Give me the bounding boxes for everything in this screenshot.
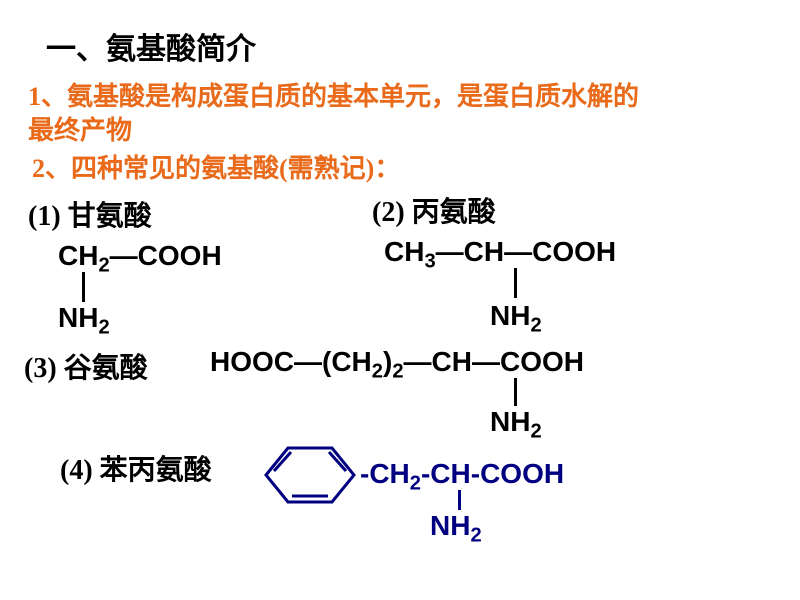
point-2: 2、四种常见的氨基酸(需熟记)： bbox=[32, 148, 400, 185]
point-1-line-b: 最终产物 bbox=[28, 110, 132, 147]
section-title: 一、氨基酸简介 bbox=[46, 24, 256, 68]
phenylalanine-label: (4) 苯丙氨酸 bbox=[60, 448, 212, 488]
point-1-line-a: 1、氨基酸是构成蛋白质的基本单元，是蛋白质水解的 bbox=[28, 76, 639, 113]
alanine-label: (2) 丙氨酸 bbox=[372, 190, 496, 230]
glutamic-formula-line2: NH2 bbox=[490, 406, 542, 438]
alanine-bond bbox=[514, 268, 517, 298]
glycine-label: (1) 甘氨酸 bbox=[28, 194, 152, 234]
phenylalanine-bond bbox=[458, 490, 461, 510]
glutamic-label: (3) 谷氨酸 bbox=[24, 346, 148, 386]
benzene-ring-icon bbox=[246, 440, 356, 510]
phenylalanine-formula-line1: -CH2-CH-COOH bbox=[360, 458, 564, 490]
alanine-formula-line2: NH2 bbox=[490, 300, 542, 332]
phenylalanine-formula-line2: NH2 bbox=[430, 510, 482, 542]
glycine-formula-line1: CH2—COOH bbox=[58, 240, 222, 272]
glycine-bond bbox=[82, 272, 85, 302]
alanine-formula-line1: CH3—CH—COOH bbox=[384, 236, 616, 268]
glycine-formula-line2: NH2 bbox=[58, 302, 110, 334]
glutamic-formula-line1: HOOC—(CH2)2—CH—COOH bbox=[210, 346, 584, 378]
glutamic-bond bbox=[514, 378, 517, 406]
